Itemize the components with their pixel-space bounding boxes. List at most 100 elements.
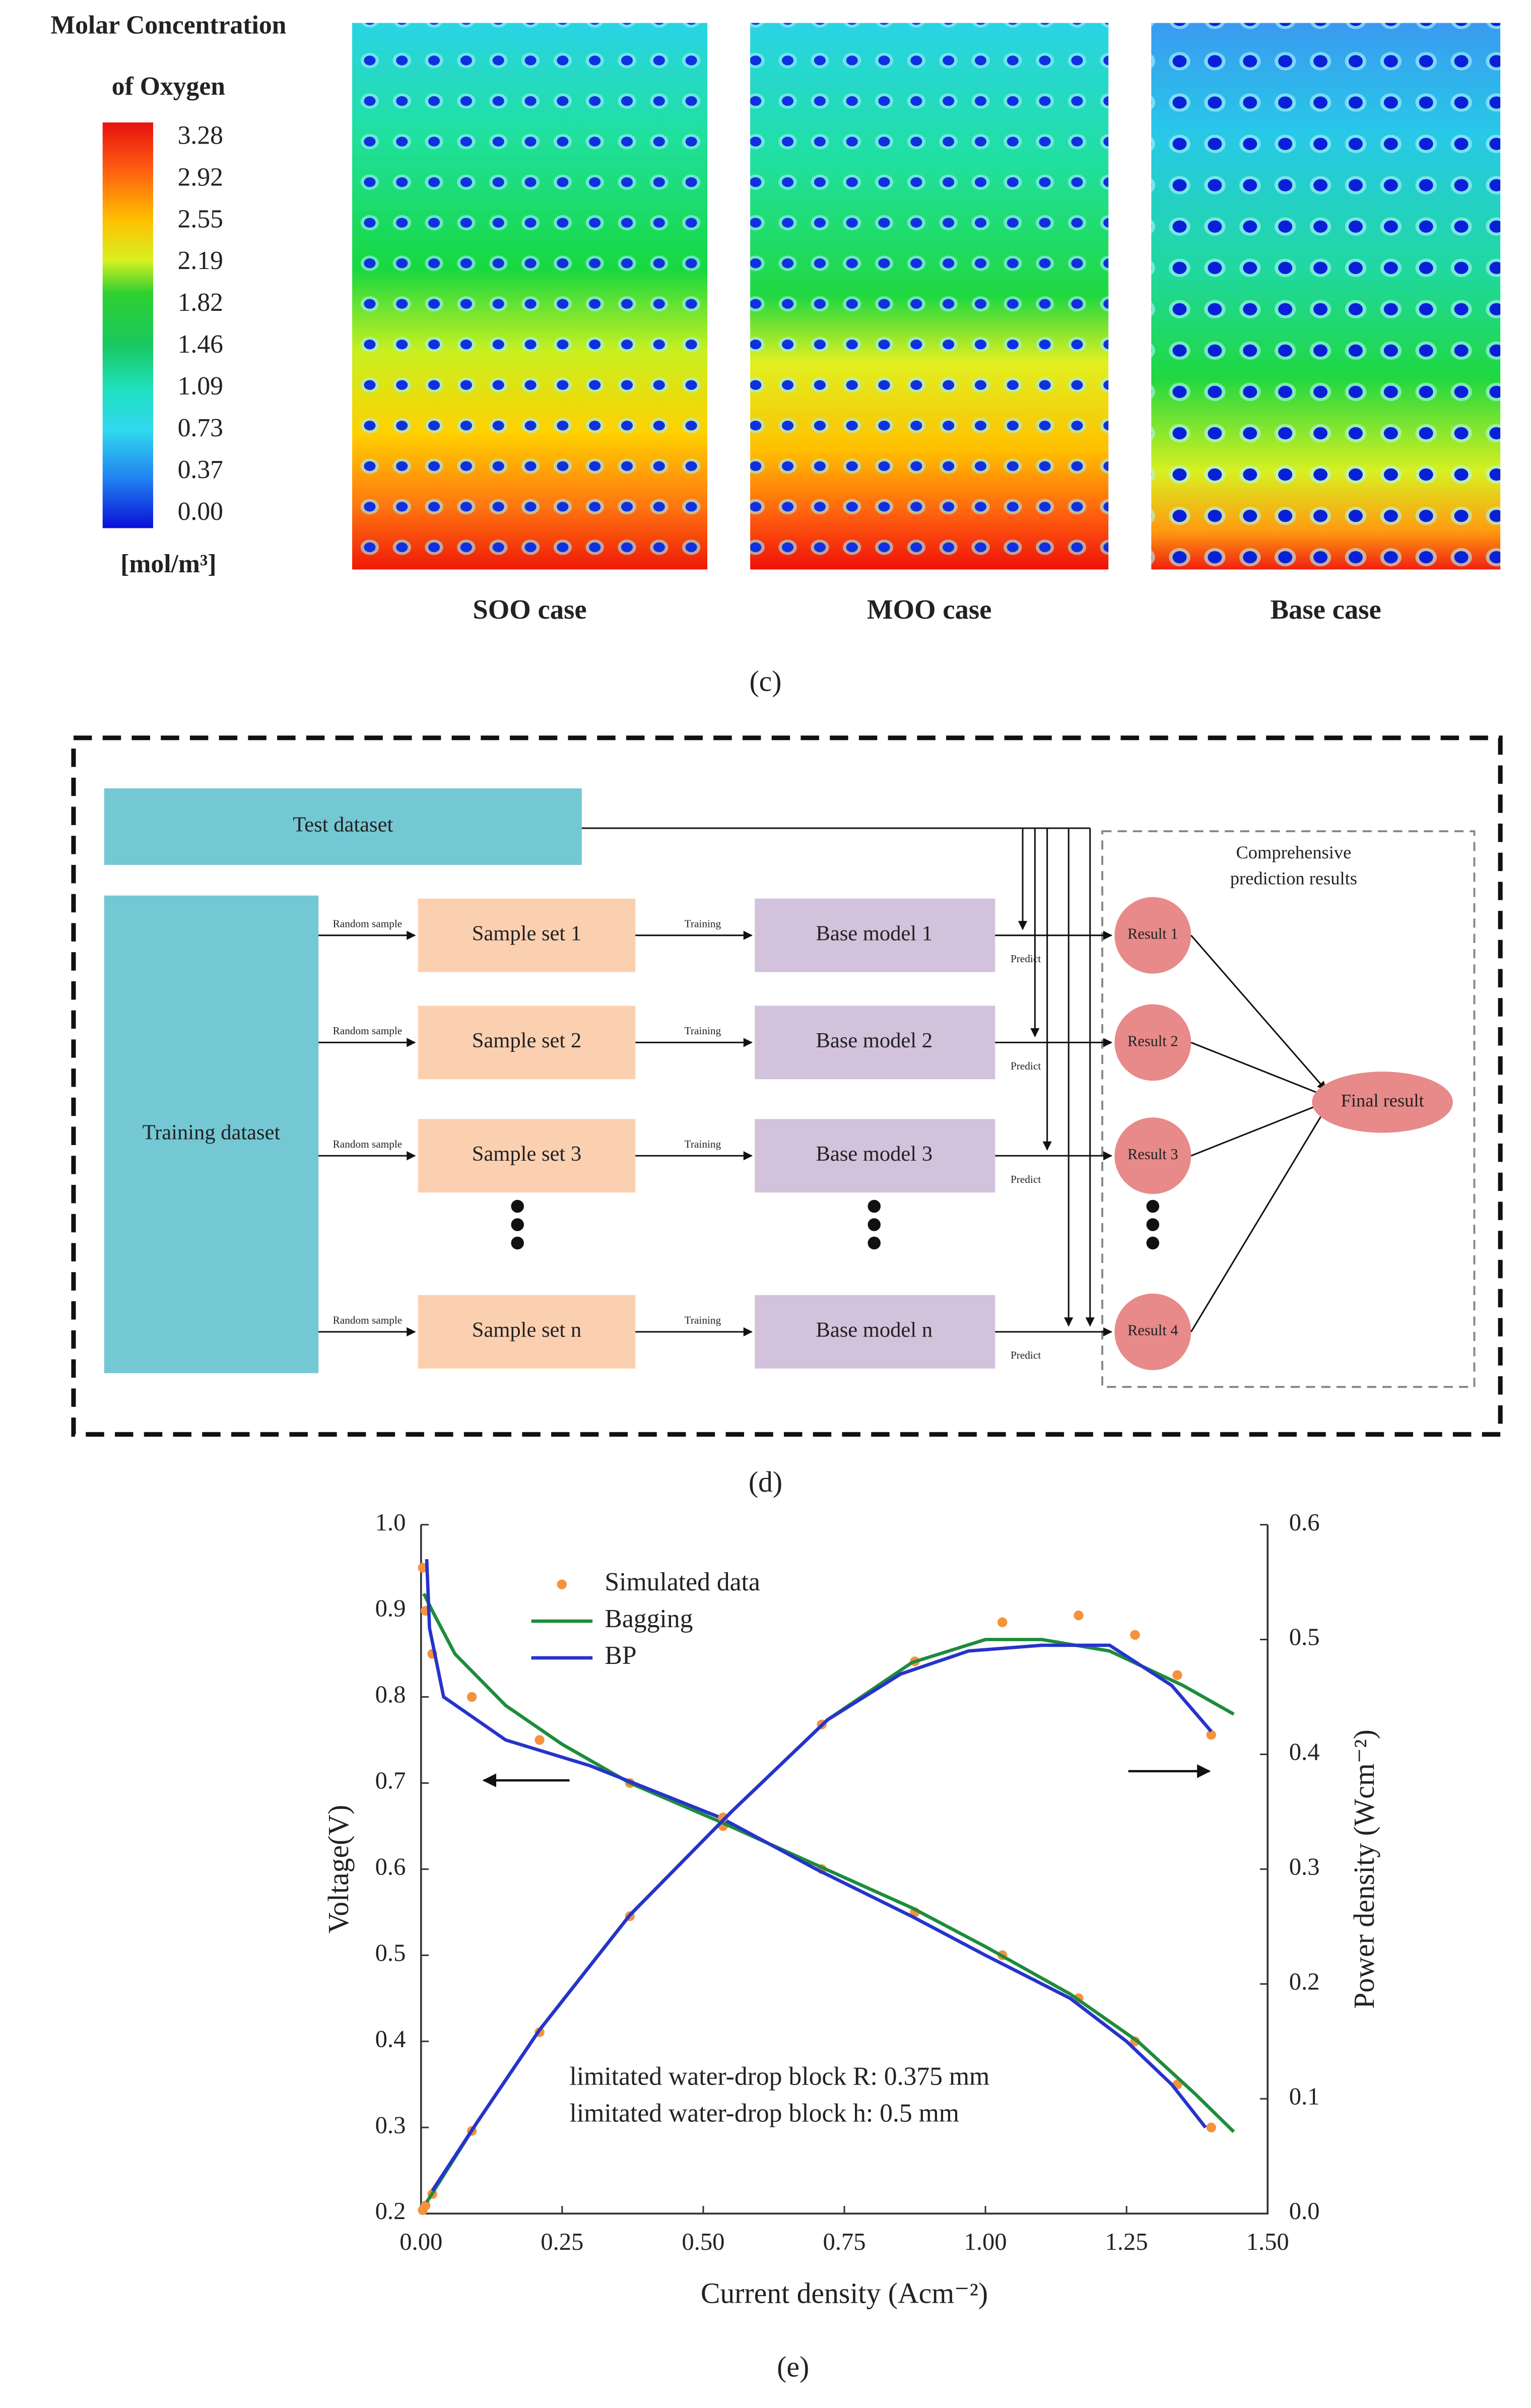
data-point	[1074, 1610, 1084, 1621]
series-line	[431, 1643, 1213, 2192]
data-point	[467, 1692, 477, 1702]
y2-tick-label: 0.2	[1289, 1968, 1320, 1995]
x-tick-label: 0.25	[541, 2228, 583, 2255]
result-node	[1114, 1004, 1191, 1081]
y-tick-label: 0.9	[375, 1595, 406, 1622]
y-tick-label: 0.8	[375, 1681, 406, 1708]
arrow	[1190, 934, 1326, 1091]
colorbar-label: 2.92	[178, 163, 223, 191]
ellipsis-dot	[511, 1236, 524, 1250]
node-label: Base model 1	[816, 921, 933, 945]
case-label: MOO case	[867, 594, 992, 625]
y2-tick-label: 0.5	[1289, 1624, 1320, 1651]
group-frame	[1101, 830, 1476, 1388]
model-box	[755, 1119, 995, 1193]
y2-tick-label: 0.6	[1289, 1509, 1320, 1536]
base-dots	[1151, 23, 1501, 570]
y-axis-label: Voltage(V)	[323, 1805, 355, 1933]
y2-tick-label: 0.1	[1289, 2083, 1320, 2110]
y2-tick-label: 0.4	[1289, 1738, 1320, 1766]
node-label: Training dataset	[143, 1121, 281, 1145]
data-point	[421, 2200, 431, 2211]
node-label: Test dataset	[293, 813, 393, 837]
series-line	[422, 1592, 1235, 2133]
node-label: Sample set n	[472, 1318, 581, 1342]
node-label: Base model 2	[816, 1029, 933, 1052]
colorbar-label: 1.46	[178, 330, 223, 359]
edge-label: Predict	[1011, 1349, 1041, 1361]
y-tick-label: 1.0	[375, 1509, 406, 1536]
ellipsis-dot	[868, 1218, 881, 1231]
case-label: Base case	[1271, 594, 1381, 625]
arrow	[1190, 1101, 1327, 1157]
data-point	[418, 1563, 428, 1573]
ellipsis-dot	[1146, 1236, 1160, 1250]
caption: (d)	[749, 1466, 782, 1498]
edge-label: Random sample	[333, 1025, 403, 1037]
x-axis-label: Current density (Acm⁻²)	[701, 2278, 988, 2309]
colorbar-label: 3.28	[178, 121, 223, 150]
x-tick-label: 1.25	[1105, 2228, 1148, 2255]
y-tick-label: 0.2	[375, 2197, 406, 2225]
colorbar-title: Molar Concentration	[50, 11, 286, 40]
ellipsis-dot	[1146, 1218, 1160, 1231]
colorbar-label: 2.19	[178, 246, 223, 275]
final-node	[1312, 1072, 1453, 1133]
edge-label: Predict	[1011, 1173, 1041, 1185]
node-label: Sample set 1	[472, 921, 581, 945]
sample-box	[418, 1119, 636, 1193]
training-box	[104, 895, 319, 1373]
annotation: limitated water-drop block h: 0.5 mm	[570, 2099, 959, 2127]
caption: (c)	[749, 666, 781, 698]
edge-label: Training	[685, 1138, 721, 1150]
colorbar-label: 0.37	[178, 455, 223, 484]
result-node	[1114, 897, 1191, 974]
data-point	[1172, 1670, 1182, 1680]
annotation: limitated water-drop block R: 0.375 mm	[570, 2062, 990, 2091]
moo-dots	[750, 23, 1109, 570]
result-node	[1114, 1117, 1191, 1194]
result-node	[1114, 1293, 1191, 1370]
edge-label: Predict	[1011, 953, 1041, 965]
colorbar-label: 2.55	[178, 205, 223, 233]
x-tick-label: 1.00	[964, 2228, 1007, 2255]
y-tick-label: 0.5	[375, 1939, 406, 1966]
colorbar-label: 0.00	[178, 497, 223, 526]
arrow	[1190, 1041, 1327, 1098]
caption: (e)	[777, 2351, 809, 2383]
y2-axis-label: Power density (Wcm⁻²)	[1349, 1729, 1380, 2009]
edge-label: Random sample	[333, 1138, 403, 1150]
ellipsis-dot	[1146, 1199, 1160, 1213]
node-label: Result 1	[1127, 925, 1178, 943]
x-tick-label: 0.50	[682, 2228, 724, 2255]
colorbar-label: 0.73	[178, 414, 223, 442]
node-label: Base model n	[816, 1318, 933, 1342]
arrow	[1190, 1107, 1326, 1332]
ellipsis-dot	[511, 1199, 524, 1213]
edge-label: Training	[685, 1314, 721, 1326]
diagram	[71, 735, 1503, 1437]
colorbar-title: of Oxygen	[112, 72, 225, 101]
y2-tick-label: 0.0	[1289, 2197, 1320, 2225]
model-box	[755, 898, 995, 972]
y-tick-label: 0.7	[375, 1767, 406, 1794]
ellipsis-dot	[868, 1236, 881, 1250]
legend-label: Simulated data	[605, 1568, 760, 1596]
model-box	[755, 1295, 995, 1369]
data-point	[997, 1617, 1008, 1628]
node-label: Result 4	[1127, 1322, 1178, 1339]
group-label: Comprehensive	[1236, 842, 1351, 862]
ellipsis-dot	[868, 1199, 881, 1213]
y-tick-label: 0.3	[375, 2111, 406, 2138]
sample-box	[418, 898, 636, 972]
x-tick-label: 0.00	[400, 2228, 442, 2255]
node-label: Result 3	[1127, 1146, 1178, 1163]
group-label: prediction results	[1230, 868, 1357, 889]
edge-label: Random sample	[333, 1314, 403, 1326]
data-point	[1130, 1630, 1140, 1640]
legend-marker	[557, 1579, 567, 1589]
x-tick-label: 0.75	[823, 2228, 866, 2255]
ellipsis-dot	[511, 1218, 524, 1231]
